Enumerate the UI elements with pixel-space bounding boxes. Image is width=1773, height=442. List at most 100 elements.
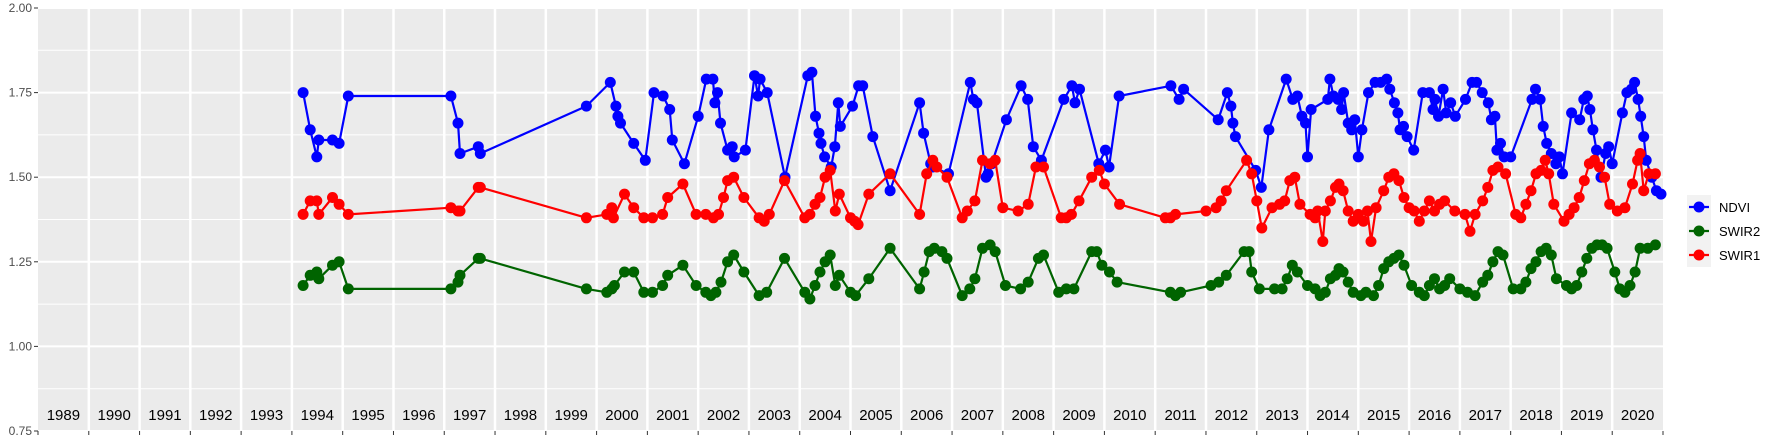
data-point-swir2	[1545, 249, 1557, 261]
year-label: 1990	[97, 407, 130, 424]
data-point-ndvi	[1363, 87, 1374, 99]
year-label: 2010	[1113, 407, 1146, 424]
data-point-swir1	[1312, 205, 1324, 217]
data-point-ndvi	[1449, 110, 1461, 122]
data-point-ndvi	[829, 141, 841, 153]
data-point-ndvi	[1384, 83, 1396, 95]
data-point-swir2	[1418, 290, 1430, 302]
data-point-ndvi	[1587, 124, 1599, 136]
data-point-ndvi	[1638, 131, 1650, 143]
data-point-swir1	[1500, 168, 1512, 180]
data-point-swir2	[1281, 273, 1293, 285]
data-point-swir1	[1477, 195, 1489, 207]
data-point-swir2	[1550, 273, 1562, 285]
data-point-swir1	[690, 208, 702, 220]
data-point-swir2	[1507, 283, 1519, 295]
year-label: 2007	[961, 407, 994, 424]
data-point-swir2	[715, 276, 727, 288]
data-point-swir2	[1220, 269, 1232, 281]
data-point-swir2	[638, 286, 650, 298]
data-point-swir2	[1111, 276, 1123, 288]
data-point-ndvi	[1460, 93, 1471, 105]
data-point-swir1	[1038, 161, 1049, 173]
data-point-swir2	[1038, 249, 1049, 261]
y-tick-label: 1.75	[9, 86, 33, 100]
data-point-ndvi	[1074, 83, 1085, 95]
data-point-swir2	[1406, 280, 1418, 291]
data-point-ndvi	[982, 168, 994, 180]
data-point-swir2	[1096, 259, 1108, 271]
year-label: 1994	[301, 407, 334, 424]
data-point-swir1	[1525, 185, 1537, 197]
data-point-swir1	[728, 171, 740, 183]
data-point-ndvi	[726, 141, 738, 153]
data-point-ndvi	[1280, 73, 1292, 85]
data-point-swir1	[1098, 178, 1110, 190]
data-point-swir1	[1548, 198, 1560, 210]
data-point-swir1	[829, 205, 841, 217]
year-label: 2001	[656, 407, 689, 424]
data-point-swir2	[313, 273, 325, 285]
data-point-swir1	[1378, 185, 1390, 197]
data-point-ndvi	[1015, 80, 1027, 92]
data-point-ndvi	[867, 131, 879, 143]
data-point-swir1	[814, 192, 826, 203]
data-point-swir2	[1276, 283, 1288, 295]
data-point-swir2	[1571, 280, 1583, 291]
year-label: 2005	[859, 407, 892, 424]
data-point-swir2	[918, 266, 930, 278]
data-point-swir2	[1243, 246, 1255, 258]
data-point-ndvi	[1471, 76, 1483, 88]
year-label: 2000	[605, 407, 638, 424]
series-layer	[297, 66, 1667, 305]
data-point-ndvi	[1616, 107, 1628, 119]
data-point-swir2	[1482, 269, 1494, 281]
data-point-swir1	[628, 202, 640, 214]
year-label: 2009	[1062, 407, 1095, 424]
y-axis: 0.75 1.00 1.25 1.50 1.75 2.00	[9, 1, 38, 438]
data-point-swir1	[619, 188, 630, 200]
data-point-swir1	[1073, 195, 1085, 207]
data-point-swir1	[989, 154, 1001, 166]
data-point-ndvi	[1388, 97, 1400, 109]
data-point-swir1	[1200, 205, 1212, 217]
data-point-swir1	[1365, 236, 1377, 247]
year-label: 1999	[555, 407, 588, 424]
data-point-swir2	[1576, 266, 1588, 278]
legend-key-point	[1693, 201, 1705, 213]
data-point-swir2	[297, 280, 309, 291]
data-point-ndvi	[815, 137, 827, 149]
data-point-swir1	[763, 208, 775, 220]
data-point-ndvi	[1178, 83, 1190, 95]
data-point-ndvi	[1591, 144, 1602, 156]
data-point-swir1	[941, 171, 953, 183]
data-point-ndvi	[1173, 93, 1185, 105]
year-label: 2020	[1621, 407, 1654, 424]
data-point-ndvi	[1401, 131, 1413, 143]
data-point-ndvi	[1603, 141, 1615, 153]
data-point-swir2	[1091, 246, 1103, 258]
data-point-ndvi	[834, 120, 846, 132]
data-point-swir2	[1634, 242, 1646, 254]
data-point-ndvi	[813, 127, 825, 139]
data-point-ndvi	[1000, 114, 1012, 126]
data-point-ndvi	[610, 100, 622, 112]
data-point-swir1	[474, 181, 486, 193]
data-point-swir1	[297, 208, 309, 220]
data-point-swir1	[1469, 208, 1481, 220]
data-point-ndvi	[678, 158, 690, 170]
data-point-swir1	[1342, 205, 1354, 217]
data-point-ndvi	[1103, 161, 1115, 173]
data-point-ndvi	[1381, 73, 1393, 85]
data-point-ndvi	[342, 90, 354, 102]
data-point-swir1	[1573, 192, 1585, 203]
year-label: 2017	[1469, 407, 1502, 424]
data-point-swir1	[1317, 236, 1329, 247]
data-point-swir2	[809, 280, 821, 291]
data-point-swir1	[1464, 225, 1476, 237]
data-point-ndvi	[1302, 151, 1313, 163]
data-point-ndvi	[692, 110, 704, 122]
data-point-ndvi	[1229, 131, 1241, 143]
data-point-swir1	[921, 168, 933, 180]
data-point-swir2	[824, 249, 836, 261]
